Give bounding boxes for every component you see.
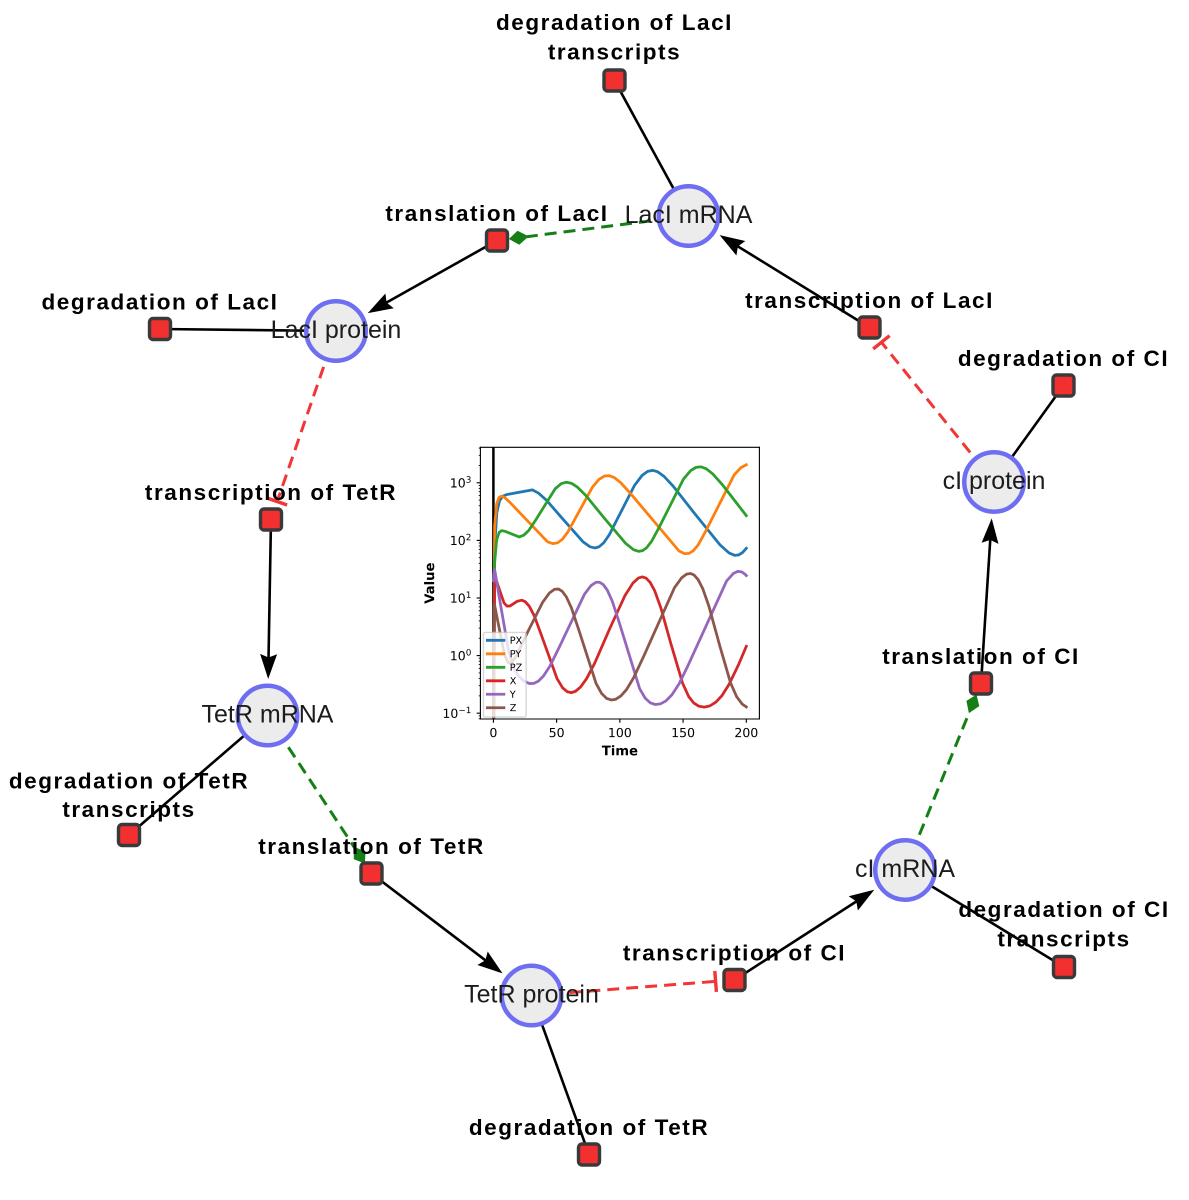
svg-text:translation of TetR: translation of TetR bbox=[258, 834, 485, 859]
svg-text:transcripts: transcripts bbox=[548, 39, 681, 64]
svg-text:degradation of LacI: degradation of LacI bbox=[496, 10, 733, 35]
svg-text:LacI protein: LacI protein bbox=[271, 316, 402, 344]
svg-text:TetR protein: TetR protein bbox=[464, 981, 599, 1009]
svg-text:transcription of CI: transcription of CI bbox=[623, 941, 846, 966]
svg-text:degradation of TetR: degradation of TetR bbox=[469, 1115, 709, 1140]
svg-text:TetR mRNA: TetR mRNA bbox=[202, 701, 334, 729]
svg-text:transcripts: transcripts bbox=[997, 927, 1130, 952]
svg-text:transcription of LacI: transcription of LacI bbox=[745, 288, 994, 313]
svg-text:cI protein: cI protein bbox=[943, 467, 1046, 495]
svg-text:cI mRNA: cI mRNA bbox=[855, 855, 955, 883]
svg-text:degradation of CI: degradation of CI bbox=[958, 346, 1169, 371]
svg-text:translation of LacI: translation of LacI bbox=[385, 201, 608, 226]
svg-text:degradation of LacI: degradation of LacI bbox=[42, 290, 279, 315]
svg-text:transcription of TetR: transcription of TetR bbox=[145, 480, 397, 505]
svg-text:LacI mRNA: LacI mRNA bbox=[625, 201, 753, 229]
svg-text:degradation of CI: degradation of CI bbox=[958, 897, 1169, 922]
svg-text:degradation of TetR: degradation of TetR bbox=[9, 768, 249, 793]
svg-text:translation of CI: translation of CI bbox=[882, 644, 1080, 669]
svg-text:transcripts: transcripts bbox=[62, 797, 195, 822]
